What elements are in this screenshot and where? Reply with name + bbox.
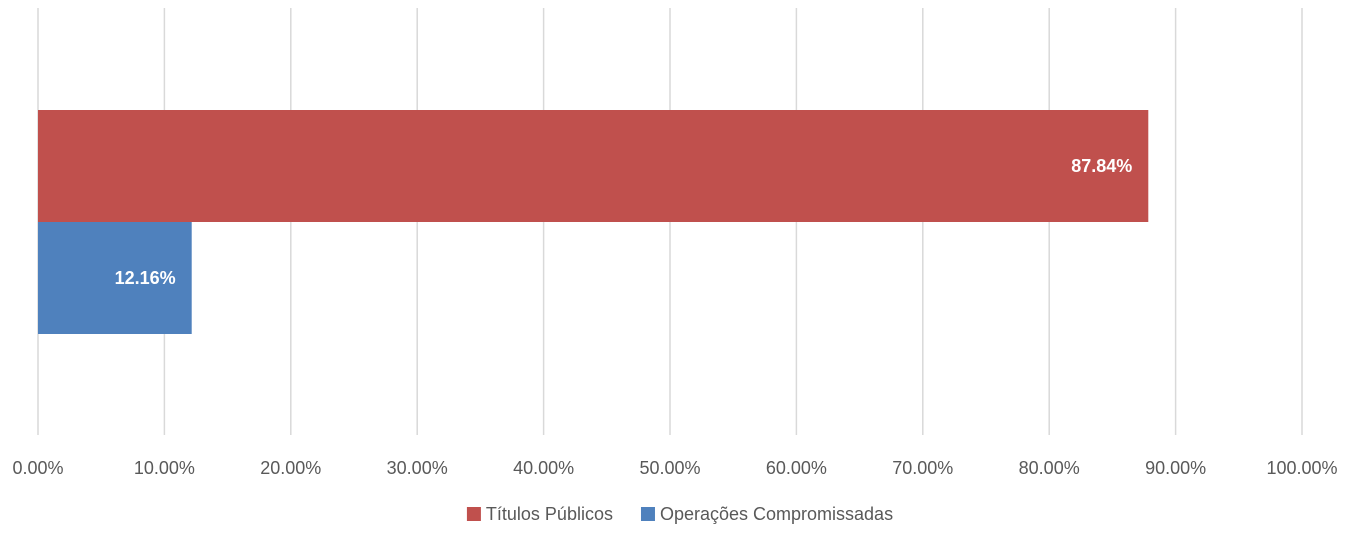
legend-label: Títulos Públicos: [486, 504, 613, 524]
bars: [38, 110, 1149, 334]
data-label: 12.16%: [115, 268, 176, 288]
x-tick-label: 100.00%: [1266, 458, 1337, 478]
bar-operacoes-compromissadas: [38, 222, 192, 334]
legend-swatch: [640, 507, 655, 521]
x-tick-label: 20.00%: [260, 458, 321, 478]
x-tick-label: 0.00%: [12, 458, 63, 478]
bar-titulos-publicos: [38, 110, 1149, 222]
data-label: 87.84%: [1071, 156, 1132, 176]
x-tick-label: 30.00%: [387, 458, 448, 478]
legend: Títulos Públicos Operações Compromissadas: [466, 504, 893, 524]
x-tick-label: 90.00%: [1145, 458, 1206, 478]
legend-label: Operações Compromissadas: [660, 504, 893, 524]
x-tick-label: 80.00%: [1019, 458, 1080, 478]
x-tick-label: 50.00%: [639, 458, 700, 478]
x-tick-label: 60.00%: [766, 458, 827, 478]
data-labels: 87.84% 12.16%: [115, 156, 1133, 288]
x-axis-tick-labels: 0.00% 10.00% 20.00% 30.00% 40.00% 50.00% 60.00…: [12, 458, 1337, 478]
x-tick-label: 10.00%: [134, 458, 195, 478]
legend-swatch: [466, 507, 481, 521]
x-tick-label: 40.00%: [513, 458, 574, 478]
x-tick-label: 70.00%: [892, 458, 953, 478]
